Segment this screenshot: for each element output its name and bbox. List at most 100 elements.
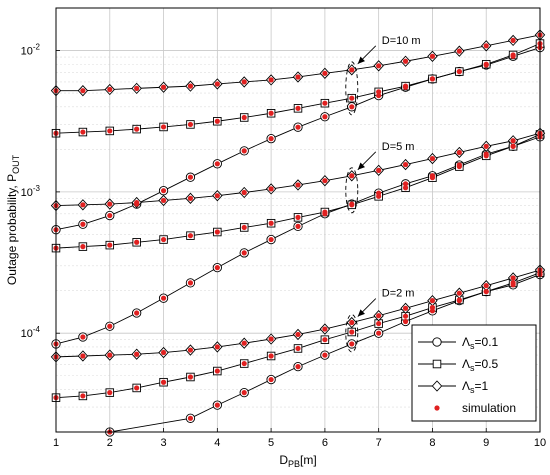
annotation-arrowhead: [357, 56, 365, 64]
simulation-point: [402, 305, 409, 311]
simulation-point: [134, 385, 140, 391]
simulation-point: [160, 84, 167, 90]
simulation-point: [483, 288, 489, 295]
annotation-arrowhead: [357, 162, 365, 170]
legend-subscript: s: [470, 341, 475, 351]
simulation-point: [187, 83, 194, 89]
simulation-point: [134, 239, 140, 245]
simulation-point: [402, 318, 409, 325]
simulation-point: [295, 364, 301, 370]
simulation-point: [214, 229, 220, 235]
simulation-point: [134, 351, 140, 357]
annotation-label: D=10 m: [382, 35, 421, 47]
simulation-point: [187, 347, 194, 353]
simulation-point: [429, 155, 436, 162]
simulation-point: [107, 323, 113, 329]
simulation-point: [483, 43, 489, 49]
simulation-point: [268, 336, 274, 342]
simulation-point: [241, 360, 247, 367]
simulation-point: [107, 128, 113, 134]
simulation-point: [322, 209, 328, 215]
simulation-point: [322, 178, 328, 184]
simulation-point: [376, 63, 382, 69]
simulation-point: [187, 195, 194, 201]
annotation-layer: D=10 m D=5 m D=2 m: [345, 35, 421, 353]
simulation-point: [510, 275, 516, 281]
simulation-point: [402, 58, 409, 64]
simulation-point: [80, 244, 86, 250]
simulation-point: [322, 326, 328, 332]
simulation-point: [376, 320, 382, 327]
y-tick-label: 10-2: [21, 43, 41, 58]
y-tick-label: 10-3: [21, 184, 41, 199]
simulation-point: [322, 352, 328, 358]
x-tick-label: 7: [376, 437, 382, 449]
simulation-point: [214, 161, 220, 167]
y-axis-label-sub: OUT: [11, 154, 21, 174]
simulation-point: [134, 126, 140, 132]
simulation-point: [214, 368, 220, 374]
simulation-point: [214, 81, 220, 87]
simulation-point: [107, 212, 113, 219]
annotation-ellipse: [345, 167, 359, 214]
square-marker: [432, 359, 442, 369]
annotation-arrowhead: [357, 309, 365, 317]
legend-label: simulation: [462, 401, 516, 415]
simulation-point: [107, 390, 113, 396]
x-tick-label: 1: [53, 437, 59, 449]
simulation-point: [483, 143, 489, 149]
legend-value: =0.5: [475, 357, 499, 371]
simulation-point: [429, 53, 436, 59]
simulation-point: [80, 202, 86, 208]
simulation-point: [376, 193, 382, 199]
annotation-ellipse: [345, 314, 359, 353]
simulation-point: [268, 353, 274, 359]
simulation-point: [456, 297, 462, 303]
simulation-point: [214, 265, 220, 271]
simulation-point: [429, 298, 436, 304]
simulation-point: [268, 236, 274, 243]
simulation-point: [456, 48, 462, 54]
legend-label: Λs=0.5: [462, 357, 499, 373]
x-axis-label-unit: [m]: [300, 453, 317, 467]
legend-value: =1: [475, 379, 489, 393]
simulation-point: [376, 167, 382, 173]
legend-item: Λs=0.1: [418, 335, 499, 351]
simulation-point: [107, 242, 113, 248]
simulation-point: [510, 143, 516, 149]
simulation-point: [187, 280, 194, 286]
simulation-point: [295, 74, 301, 80]
simulation-point: [429, 76, 436, 82]
simulation-point: [483, 61, 489, 67]
x-tick-label: 2: [107, 437, 113, 449]
simulation-point: [160, 349, 167, 356]
simulation-point: [295, 345, 301, 352]
simulation-point: [510, 37, 516, 43]
simulation-point: [241, 114, 247, 121]
x-tick-label: 3: [160, 437, 166, 449]
simulation-point: [214, 193, 220, 199]
simulation-point: [456, 149, 462, 156]
simulation-point: [295, 214, 301, 220]
annotation-ellipse: [345, 61, 359, 116]
simulation-point: [160, 197, 167, 204]
simulation-point: [434, 405, 440, 411]
simulation-point: [80, 393, 86, 399]
simulation-point: [322, 114, 328, 120]
simulation-point: [187, 174, 194, 180]
simulation-point: [160, 124, 167, 130]
simulation-point: [241, 390, 247, 396]
simulation-point: [376, 92, 382, 99]
legend-subscript: s: [470, 363, 475, 373]
simulation-point: [429, 304, 436, 311]
simulation-point: [402, 313, 409, 319]
simulation-point: [214, 118, 220, 124]
simulation-point: [268, 186, 274, 192]
simulation-point: [483, 283, 489, 289]
simulation-point: [349, 95, 355, 101]
simulation-point: [295, 105, 301, 111]
legend-label: Λs=1: [462, 379, 489, 395]
legend-symbol: Λ: [462, 357, 470, 371]
y-tick-exponent: -4: [33, 325, 41, 334]
simulation-point: [322, 70, 328, 76]
